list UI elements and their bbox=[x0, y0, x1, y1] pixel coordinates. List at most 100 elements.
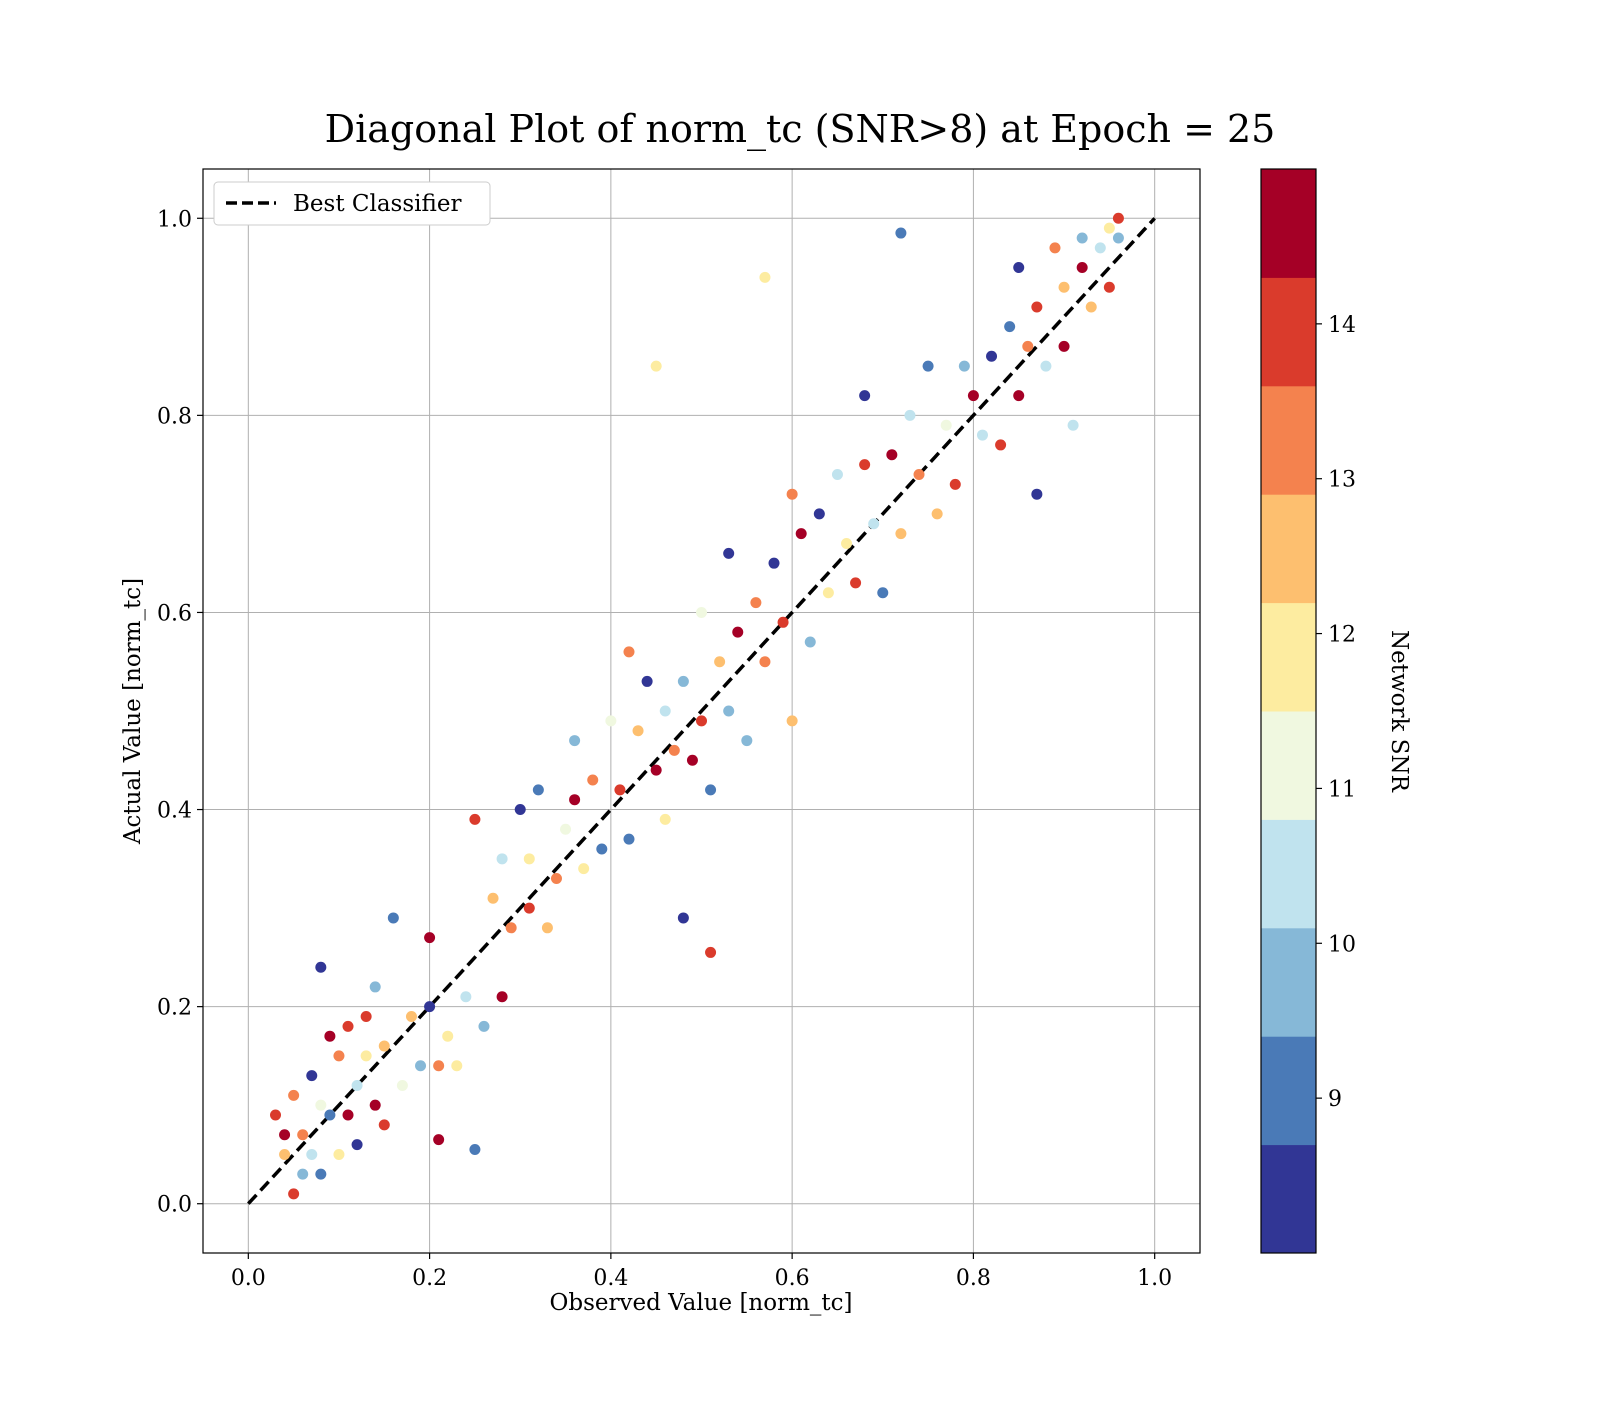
data-point bbox=[424, 1001, 436, 1013]
data-point bbox=[342, 1020, 354, 1032]
data-point bbox=[442, 1030, 454, 1042]
data-point bbox=[804, 636, 816, 648]
data-point bbox=[822, 587, 834, 599]
data-point bbox=[623, 646, 635, 658]
data-point bbox=[541, 922, 553, 934]
data-point bbox=[931, 508, 943, 520]
colorbar-tick-label: 14 bbox=[1328, 313, 1356, 338]
plot-frame bbox=[202, 168, 1201, 1254]
data-point bbox=[1013, 390, 1025, 402]
data-point bbox=[1085, 301, 1097, 313]
data-point bbox=[496, 853, 508, 865]
data-point bbox=[714, 656, 726, 668]
data-point bbox=[904, 409, 916, 421]
y-tick-label: 0.8 bbox=[157, 404, 192, 429]
legend-label-best-classifier: Best Classifier bbox=[293, 191, 461, 217]
data-point bbox=[859, 459, 871, 471]
data-point bbox=[1031, 488, 1043, 500]
data-point bbox=[569, 735, 581, 747]
y-axis-ticks: 0.0 0.2 0.4 0.6 0.8 1.0 bbox=[157, 207, 203, 1218]
colorbar-tick-label: 12 bbox=[1328, 623, 1356, 648]
data-point bbox=[478, 1020, 490, 1032]
data-point bbox=[868, 518, 880, 530]
data-point bbox=[279, 1129, 291, 1141]
data-point bbox=[986, 350, 998, 362]
chart-title: Diagonal Plot of norm_tc (SNR>8) at Epoc… bbox=[325, 107, 1276, 152]
colorbar-frame bbox=[1260, 168, 1317, 1254]
data-point bbox=[1094, 242, 1106, 254]
best-classifier-line bbox=[247, 217, 1156, 1205]
data-point bbox=[1103, 281, 1115, 293]
data-point bbox=[596, 843, 608, 855]
outlier-point bbox=[315, 961, 327, 973]
outlier-point bbox=[433, 1134, 445, 1146]
data-point bbox=[1058, 340, 1070, 352]
data-point bbox=[523, 853, 535, 865]
data-point bbox=[360, 1050, 372, 1062]
outlier-point bbox=[759, 271, 771, 283]
colorbar-segment bbox=[1261, 819, 1316, 929]
colorbar-segment bbox=[1261, 494, 1316, 604]
data-point bbox=[288, 1089, 300, 1101]
data-point bbox=[759, 656, 771, 668]
data-point bbox=[342, 1109, 354, 1121]
data-point bbox=[1040, 360, 1052, 372]
data-point bbox=[913, 468, 925, 480]
data-point bbox=[696, 606, 707, 618]
data-point bbox=[859, 390, 871, 402]
data-point bbox=[496, 991, 508, 1003]
data-point bbox=[723, 705, 735, 717]
data-point bbox=[732, 626, 744, 638]
data-point bbox=[306, 1148, 318, 1160]
colorbar-label: Network SNR bbox=[1386, 630, 1412, 793]
data-point bbox=[1112, 212, 1124, 224]
outlier-point bbox=[895, 227, 907, 239]
data-point bbox=[750, 597, 762, 609]
data-point bbox=[623, 833, 635, 845]
x-axis-ticks: 0.0 0.2 0.4 0.6 0.8 1.0 bbox=[231, 1253, 1172, 1291]
colorbar-tick-label: 10 bbox=[1328, 932, 1356, 957]
data-point bbox=[632, 725, 644, 737]
data-point bbox=[560, 823, 572, 835]
data-point bbox=[405, 1010, 417, 1022]
colorbar-segment bbox=[1261, 1036, 1316, 1146]
data-point bbox=[1022, 340, 1034, 352]
data-point bbox=[396, 1079, 408, 1091]
data-point bbox=[777, 616, 789, 628]
y-axis-label: Actual Value [norm_tc] bbox=[120, 578, 146, 845]
data-point bbox=[1058, 281, 1070, 293]
data-point bbox=[523, 902, 535, 914]
data-point bbox=[315, 1099, 327, 1111]
data-point bbox=[831, 468, 843, 480]
data-point bbox=[297, 1129, 309, 1141]
legend: Best Classifier bbox=[213, 181, 491, 226]
data-point bbox=[659, 813, 671, 825]
colorbar-segment bbox=[1261, 602, 1316, 712]
data-point bbox=[1013, 262, 1025, 274]
colorbar-tick-label: 9 bbox=[1328, 1087, 1342, 1112]
x-tick-label: 0.2 bbox=[412, 1266, 447, 1291]
data-point bbox=[940, 419, 952, 431]
data-point bbox=[641, 675, 653, 687]
data-point bbox=[415, 1060, 427, 1072]
data-point bbox=[1004, 321, 1016, 333]
data-point bbox=[922, 360, 934, 372]
x-tick-label: 0.0 bbox=[231, 1266, 266, 1291]
data-point bbox=[351, 1139, 363, 1151]
data-point bbox=[288, 1188, 300, 1200]
data-point bbox=[886, 449, 898, 461]
data-point bbox=[315, 1168, 327, 1180]
data-point bbox=[696, 715, 707, 727]
colorbar-tick-label: 13 bbox=[1328, 468, 1356, 493]
data-point bbox=[569, 794, 581, 806]
data-point bbox=[877, 587, 889, 599]
data-point bbox=[297, 1168, 309, 1180]
x-tick-label: 0.6 bbox=[775, 1266, 810, 1291]
data-point bbox=[324, 1030, 336, 1042]
outlier-points bbox=[315, 227, 907, 1156]
data-point bbox=[949, 478, 961, 490]
data-point bbox=[1031, 301, 1043, 313]
data-point bbox=[741, 735, 753, 747]
y-tick-label: 0.0 bbox=[157, 1193, 192, 1218]
data-point bbox=[1112, 232, 1124, 244]
